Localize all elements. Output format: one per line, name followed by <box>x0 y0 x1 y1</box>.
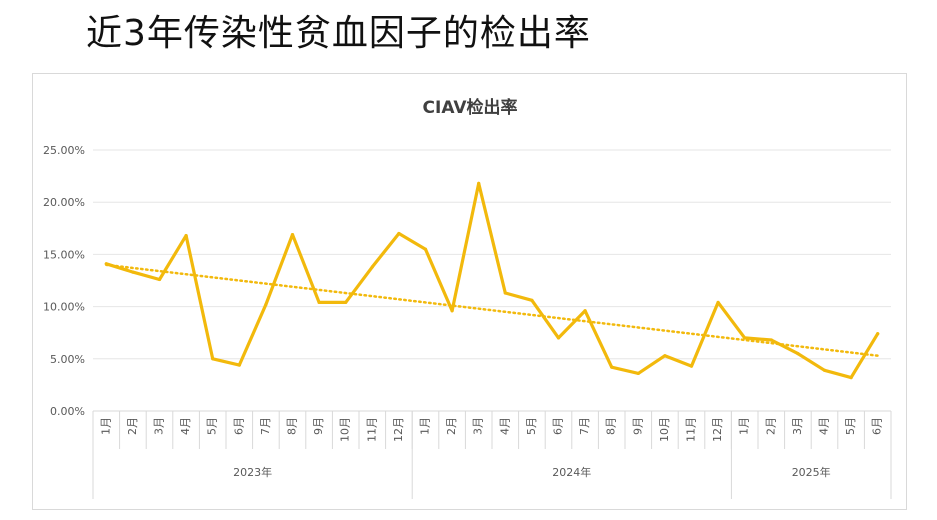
x-tick-label: 2月 <box>764 417 777 435</box>
data-point <box>743 336 747 340</box>
data-point <box>583 309 587 313</box>
y-axis-ticks: 0.00% 5.00% 10.00% 15.00% 20.00% 25.00% <box>43 144 85 418</box>
y-tick-label: 20.00% <box>43 196 85 209</box>
data-point <box>636 371 640 376</box>
x-tick-label: 9月 <box>631 417 644 435</box>
data-point <box>264 302 268 307</box>
x-group-label: 2023年 <box>233 465 272 479</box>
series-line <box>104 181 880 380</box>
x-tick-label: 2月 <box>445 417 458 435</box>
data-point <box>530 298 534 302</box>
data-point <box>237 363 241 367</box>
x-tick-label: 8月 <box>286 417 299 435</box>
x-tick-label: 7月 <box>259 417 272 435</box>
data-point <box>822 368 827 372</box>
chart-frame: CIAV检出率 0.00% 5.00% 10.00% 15.00% 20.00% 25.0… <box>32 73 907 510</box>
x-tick-label: 5月 <box>206 417 219 435</box>
x-tick-label: 4月 <box>498 417 511 435</box>
line-chart: CIAV检出率 0.00% 5.00% 10.00% 15.00% 20.00% 25.0… <box>43 97 892 499</box>
x-group-label: 2024年 <box>552 465 591 479</box>
y-tick-label: 5.00% <box>50 353 85 366</box>
x-tick-label: 1月 <box>738 417 751 435</box>
y-tick-label: 10.00% <box>43 301 85 314</box>
x-tick-label: 12月 <box>392 417 405 442</box>
x-tick-label: 11月 <box>365 417 378 442</box>
data-point <box>556 336 561 340</box>
x-group-label: 2025年 <box>792 465 831 479</box>
data-point <box>370 265 374 269</box>
data-point <box>131 270 135 274</box>
x-tick-label: 10月 <box>339 417 352 442</box>
data-series <box>104 181 880 380</box>
x-tick-label: 12月 <box>711 417 724 442</box>
x-tick-label: 6月 <box>871 417 884 435</box>
data-point <box>184 234 188 238</box>
data-point <box>796 351 800 356</box>
data-point <box>477 181 481 186</box>
x-tick-label: 6月 <box>552 417 565 435</box>
data-point <box>423 247 428 251</box>
x-tick-label: 10月 <box>658 417 671 442</box>
x-tick-label: 11月 <box>685 417 698 442</box>
x-tick-label: 4月 <box>818 417 831 435</box>
x-tick-label: 3月 <box>791 417 804 435</box>
x-tick-label: 5月 <box>844 417 857 435</box>
data-point <box>876 332 880 336</box>
gridlines <box>93 149 891 412</box>
data-point <box>211 357 215 361</box>
x-tick-label: 4月 <box>179 417 192 435</box>
data-point <box>610 365 614 369</box>
y-tick-label: 15.00% <box>43 248 85 261</box>
x-axis <box>92 411 892 499</box>
x-tick-label: 5月 <box>525 417 538 435</box>
x-tick-label: 1月 <box>419 417 432 435</box>
data-point <box>317 300 321 305</box>
data-point <box>157 277 162 282</box>
trendline <box>105 263 879 357</box>
y-tick-label: 0.00% <box>50 405 85 418</box>
data-point <box>104 262 108 266</box>
x-tick-label: 2月 <box>126 417 139 435</box>
chart-title: CIAV检出率 <box>423 97 518 118</box>
x-tick-label: 3月 <box>153 417 166 435</box>
data-point <box>344 300 348 305</box>
x-tick-label: 1月 <box>99 417 112 435</box>
data-point <box>716 300 720 305</box>
data-point <box>503 291 507 295</box>
data-point <box>663 354 667 358</box>
linear-trendline <box>105 263 879 357</box>
x-tick-label: 6月 <box>232 417 245 435</box>
x-tick-label: 9月 <box>312 417 325 435</box>
data-point <box>689 364 694 368</box>
slide-title: 近3年传染性贫血因子的检出率 <box>86 13 591 54</box>
x-tick-label: 7月 <box>578 417 591 435</box>
data-point <box>290 232 295 237</box>
data-point <box>397 231 401 236</box>
x-axis-labels: 1月 2月 3月 4月 5月 6月 7月 8月 9月 10月 11月 12月 1月 2月 3月 4月 5月 6月 7… <box>99 417 883 479</box>
data-point <box>849 375 853 380</box>
data-point <box>769 338 773 342</box>
x-tick-label: 8月 <box>605 417 618 435</box>
data-point <box>450 309 454 313</box>
y-tick-label: 25.00% <box>43 144 85 157</box>
x-tick-label: 3月 <box>472 417 485 435</box>
